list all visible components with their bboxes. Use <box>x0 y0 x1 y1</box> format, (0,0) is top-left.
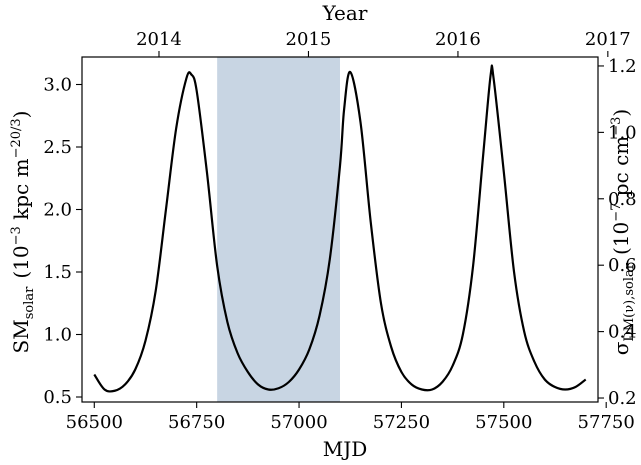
top-tick-label: 2015 <box>286 29 332 50</box>
y2-tick-label: 0.4 <box>608 322 637 343</box>
top-tick-label: 2017 <box>585 29 631 50</box>
y2-tick-label: 1.2 <box>608 56 637 77</box>
y-tick-label: 1.5 <box>43 262 72 283</box>
top-tick-label: 2014 <box>136 29 182 50</box>
y2-tick-label: 0.6 <box>608 255 637 276</box>
y-tick-label: 3.0 <box>43 75 72 96</box>
y-tick-label: 1.0 <box>43 325 72 346</box>
x-axis-ticks: 56500 56750 57000 57250 57500 57750 <box>66 402 635 433</box>
plot-frame <box>81 56 599 403</box>
y2-axis-label: σDM(ν),solar(10−7 pc cm−3) <box>609 109 637 356</box>
x-tick-label: 57250 <box>373 412 430 433</box>
x-tick-label: 56500 <box>66 412 123 433</box>
shaded-region-layer <box>217 57 340 402</box>
x-tick-label: 56750 <box>168 412 225 433</box>
y-tick-label: 2.0 <box>43 200 72 221</box>
series-line-0 <box>93 64 587 393</box>
y2-tick-label: 1.0 <box>608 122 637 143</box>
top-axis-label: Year <box>322 1 368 25</box>
x-axis-label: MJD <box>323 437 368 461</box>
y2-tick-label: 0.8 <box>608 189 637 210</box>
y-tick-label: 2.5 <box>43 137 72 158</box>
y-tick-label: 0.5 <box>43 387 72 408</box>
top-axis-ticks: 2014 2015 2016 2017 <box>136 29 631 57</box>
y-axis-ticks: 0.5 1.0 1.5 2.0 2.5 3.0 <box>43 75 82 408</box>
shaded-region <box>217 57 340 402</box>
series-line-layer <box>93 64 587 393</box>
x-tick-label: 57500 <box>475 412 532 433</box>
x-tick-label: 57750 <box>578 412 635 433</box>
top-tick-label: 2016 <box>435 29 481 50</box>
y-axis-label: SMsolar(10−3 kpc m−20/3) <box>9 111 37 354</box>
y2-axis-ticks: 0.2 0.4 0.6 0.8 1.0 1.2 <box>598 56 637 409</box>
y2-tick-label: 0.2 <box>608 388 637 409</box>
x-tick-label: 57000 <box>270 412 327 433</box>
